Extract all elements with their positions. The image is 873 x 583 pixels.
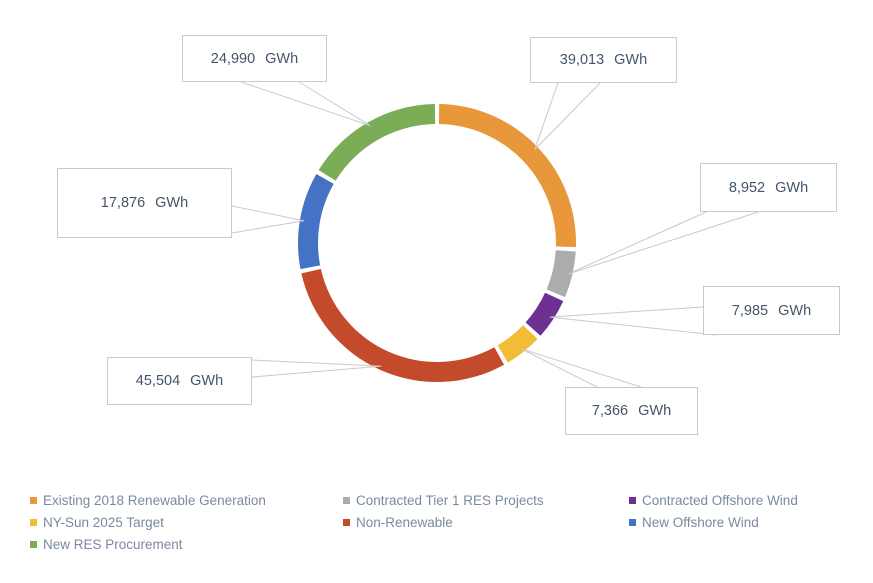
legend-item-offshore_new: New Offshore Wind <box>629 515 850 530</box>
leader-line-offshore_new <box>231 220 304 234</box>
leader-line-nonrenewable <box>251 365 382 378</box>
callout-value: 7,366 <box>591 403 629 419</box>
legend-marker-nonrenewable <box>343 519 350 526</box>
callout-new-offshore-wind: 17,876 GWh <box>57 168 232 238</box>
legend-label: Non-Renewable <box>356 514 453 530</box>
callout-value: 24,990 <box>210 50 256 67</box>
leader-line-res_new <box>240 81 371 127</box>
leader-line-existing <box>534 82 601 151</box>
callout-new-res-procurement: 24,990 GWh <box>182 35 327 82</box>
segment-existing <box>438 104 576 248</box>
callout-unit: GWh <box>190 373 224 389</box>
leader-line-nysun <box>520 348 598 388</box>
leader-line-nonrenewable <box>251 359 382 367</box>
legend-label: Existing 2018 Renewable Generation <box>43 492 266 508</box>
callout-non-renewable: 45,504 GWh <box>107 357 252 405</box>
callout-unit: GWh <box>265 50 299 67</box>
legend-marker-res_new <box>30 541 37 548</box>
callout-value: 39,013 <box>559 52 605 68</box>
legend-label: NY-Sun 2025 Target <box>43 514 164 530</box>
segment-nonrenewable <box>301 269 505 383</box>
callout-value: 17,876 <box>100 195 146 211</box>
leader-line-offshore_contracted <box>549 316 717 336</box>
leader-line-offshore_new <box>231 205 304 222</box>
legend-marker-tier1 <box>343 497 350 504</box>
legend-item-nysun: NY-Sun 2025 Target <box>30 515 343 530</box>
segment-res_new <box>318 104 436 181</box>
legend-item-existing: Existing 2018 Renewable Generation <box>30 493 343 508</box>
callout-contracted-tier1: 8,952 GWh <box>700 163 837 212</box>
leader-line-res_new <box>298 81 371 127</box>
callout-value: 7,985 <box>731 302 769 319</box>
legend-marker-existing <box>30 497 37 504</box>
callout-value: 8,952 <box>728 179 766 196</box>
legend-label: Contracted Offshore Wind <box>642 492 798 508</box>
leader-line-tier1 <box>568 211 759 275</box>
callout-existing-2018-renewable: 39,013 GWh <box>530 37 677 83</box>
legend-item-res_new: New RES Procurement <box>30 537 343 552</box>
legend-marker-offshore_contracted <box>629 497 636 504</box>
callout-unit: GWh <box>614 52 648 68</box>
leader-line-existing <box>534 82 559 150</box>
leader-line-offshore_contracted <box>549 306 704 318</box>
legend: Existing 2018 Renewable Generation Contra… <box>30 489 850 555</box>
segment-nysun <box>497 325 538 363</box>
callout-contracted-offshore-wind: 7,985 GWh <box>703 286 840 335</box>
legend-item-nonrenewable: Non-Renewable <box>343 515 629 530</box>
segment-tier1 <box>546 250 576 298</box>
leader-line-tier1 <box>568 211 707 275</box>
legend-label: New RES Procurement <box>43 536 183 552</box>
callout-nysun-2025-target: 7,366 GWh <box>565 387 698 435</box>
legend-marker-nysun <box>30 519 37 526</box>
leader-line-nysun <box>520 348 642 388</box>
legend-label: New Offshore Wind <box>642 514 759 530</box>
legend-label: Contracted Tier 1 RES Projects <box>356 492 544 508</box>
callout-unit: GWh <box>778 302 812 319</box>
callout-unit: GWh <box>775 179 809 196</box>
callout-value: 45,504 <box>135 373 181 389</box>
callout-unit: GWh <box>638 403 672 419</box>
callout-unit: GWh <box>155 195 189 211</box>
segment-offshore_contracted <box>525 292 564 336</box>
legend-item-tier1: Contracted Tier 1 RES Projects <box>343 493 629 508</box>
legend-marker-offshore_new <box>629 519 636 526</box>
legend-item-offshore_contracted: Contracted Offshore Wind <box>629 493 850 508</box>
segment-offshore_new <box>298 173 334 270</box>
